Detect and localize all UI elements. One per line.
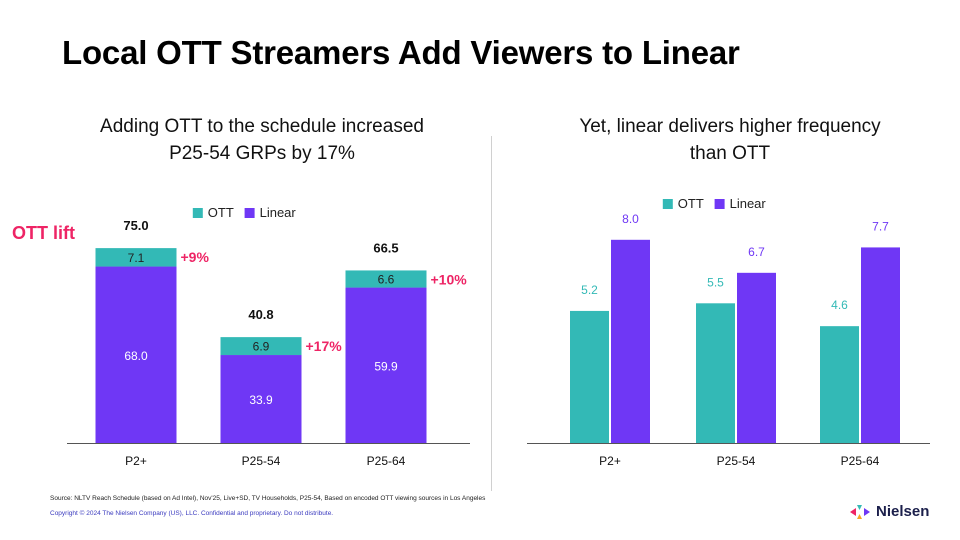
legend-swatch-linear [244, 208, 255, 218]
left-chart-title-line-1: Adding OTT to the schedule increased [100, 116, 424, 137]
page-title: Local OTT Streamers Add Viewers to Linea… [62, 34, 740, 71]
right-chart-title: Yet, linear delivers higher frequency th… [530, 113, 930, 167]
total-label: 75.0 [123, 218, 148, 233]
panel-divider [491, 136, 492, 491]
lift-label: +10% [431, 271, 468, 287]
data-label-ott: 4.6 [831, 298, 848, 312]
data-label-linear: 68.0 [124, 349, 148, 363]
legend-swatch-ott [192, 208, 203, 218]
right-chart-title-line-2: than OTT [689, 143, 771, 164]
legend-label-linear: Linear [730, 196, 767, 211]
total-label: 66.5 [373, 240, 398, 255]
right-chart-title-line-1: Yet, linear delivers higher frequency [579, 116, 881, 137]
bar-linear-P25-54 [737, 272, 776, 443]
legend-label-ott: OTT [678, 196, 704, 211]
data-label-ott: 5.5 [707, 275, 724, 289]
source-footnote: Source: NLTV Reach Schedule (based on Ad… [50, 495, 486, 502]
copyright-notice: Copyright © 2024 The Nielsen Company (US… [50, 510, 334, 517]
data-label-linear: 59.9 [374, 359, 398, 373]
x-tick-label: P2+ [599, 454, 621, 468]
bar-linear-P2+ [95, 266, 177, 443]
data-label-linear: 6.7 [748, 245, 765, 259]
bar-linear-P25-64 [861, 247, 900, 443]
data-label-ott: 6.6 [378, 272, 395, 286]
bar-ott-P25-54 [696, 303, 735, 443]
data-label-ott: 5.2 [581, 283, 598, 297]
data-label-linear: 33.9 [249, 393, 273, 407]
data-label-ott: 6.9 [253, 340, 270, 354]
ott-lift-label: OTT lift [12, 223, 75, 243]
nielsen-logo: Nielsen [850, 503, 929, 520]
x-tick-label: P2+ [125, 454, 147, 468]
bar-ott-P2+ [95, 248, 177, 267]
legend-swatch-ott [662, 199, 673, 209]
data-label-linear: 8.0 [622, 212, 639, 226]
x-tick-label: P25-64 [841, 454, 880, 468]
data-label-linear: 7.7 [872, 219, 889, 233]
x-tick-label: P25-54 [717, 454, 756, 468]
bar-ott-P25-64 [820, 326, 859, 443]
nielsen-logo-icon [850, 504, 870, 519]
left-chart-title: Adding OTT to the schedule increased P25… [62, 113, 462, 167]
bar-linear-P25-64 [345, 287, 427, 443]
legend-label-ott: OTT [208, 205, 234, 220]
nielsen-logo-text: Nielsen [876, 503, 930, 520]
bar-ott-P25-64 [345, 270, 427, 288]
bar-ott-P2+ [570, 310, 609, 443]
lift-label: +9% [181, 249, 210, 265]
left-chart-title-line-2: P25-54 GRPs by 17% [169, 143, 355, 164]
x-tick-label: P25-54 [242, 454, 281, 468]
total-label: 40.8 [248, 307, 273, 322]
data-label-ott: 7.1 [128, 251, 145, 265]
bar-ott-P25-54 [220, 337, 302, 356]
x-tick-label: P25-64 [367, 454, 406, 468]
legend-label-linear: Linear [260, 205, 297, 220]
bar-linear-P2+ [611, 239, 650, 443]
bar-linear-P25-54 [220, 355, 302, 443]
lift-label: +17% [306, 338, 343, 354]
legend-swatch-linear [714, 199, 725, 209]
